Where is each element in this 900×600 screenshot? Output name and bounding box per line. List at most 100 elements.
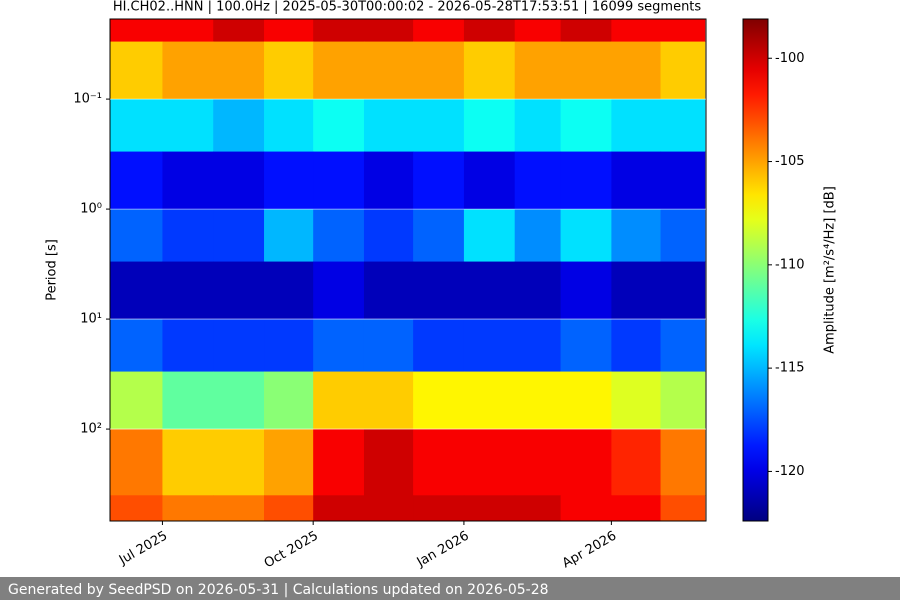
cell xyxy=(162,209,214,263)
y-tick-label: 10¹ xyxy=(80,312,102,327)
y-tick-label: 10⁻¹ xyxy=(73,92,102,107)
cell xyxy=(109,209,163,263)
cell xyxy=(162,371,214,430)
cell xyxy=(213,261,265,320)
cell xyxy=(660,41,706,100)
footer: Generated by SeedPSD on 2026-05-31 | Cal… xyxy=(8,582,549,598)
y-tick-label: 10² xyxy=(80,422,102,437)
cell xyxy=(109,41,163,100)
cell xyxy=(463,495,516,522)
cell xyxy=(560,41,612,100)
cell xyxy=(313,319,365,373)
cell xyxy=(109,319,163,373)
cell xyxy=(413,41,465,100)
colorbar-tick-label: -120 xyxy=(775,464,805,479)
cell xyxy=(313,19,365,43)
cell xyxy=(514,151,562,210)
cell xyxy=(264,19,314,43)
cell xyxy=(413,209,465,263)
cell xyxy=(611,209,662,263)
cell xyxy=(463,429,516,496)
cell xyxy=(109,371,163,430)
cell xyxy=(213,19,265,43)
cell xyxy=(363,19,414,43)
cell xyxy=(611,371,662,430)
cell xyxy=(514,429,562,496)
cell xyxy=(213,41,265,100)
cell xyxy=(213,209,265,263)
cell xyxy=(363,99,414,153)
cell xyxy=(463,41,516,100)
cell xyxy=(162,495,214,522)
cell xyxy=(213,99,265,153)
cell xyxy=(660,151,706,210)
cell xyxy=(109,261,163,320)
cell xyxy=(213,151,265,210)
cell xyxy=(109,19,163,43)
cell xyxy=(660,371,706,430)
cell xyxy=(463,371,516,430)
cell xyxy=(514,209,562,263)
cell xyxy=(660,19,706,43)
x-tick-label: Jan 2026 xyxy=(414,529,472,571)
cell xyxy=(313,371,365,430)
colorbar-tick-label: -105 xyxy=(775,154,805,169)
cell xyxy=(514,19,562,43)
cell xyxy=(560,429,612,496)
cell xyxy=(413,19,465,43)
cell xyxy=(660,261,706,320)
x-tick-label: Oct 2025 xyxy=(262,529,321,572)
cell xyxy=(264,209,314,263)
cell xyxy=(413,429,465,496)
cell xyxy=(162,261,214,320)
cell xyxy=(463,151,516,210)
cell xyxy=(213,319,265,373)
cell xyxy=(264,99,314,153)
cell xyxy=(363,319,414,373)
cell xyxy=(313,495,365,522)
cell xyxy=(463,319,516,373)
cell xyxy=(514,261,562,320)
cell xyxy=(264,429,314,496)
cell xyxy=(514,495,562,522)
cell xyxy=(363,41,414,100)
cell xyxy=(363,495,414,522)
cell xyxy=(560,495,612,522)
cell xyxy=(213,371,265,430)
cell xyxy=(264,41,314,100)
cell xyxy=(363,209,414,263)
y-tick-label: 10⁰ xyxy=(80,202,102,217)
cell xyxy=(611,41,662,100)
cell xyxy=(463,19,516,43)
cell xyxy=(514,41,562,100)
cell xyxy=(560,209,612,263)
cell xyxy=(264,495,314,522)
cell xyxy=(313,209,365,263)
cell xyxy=(413,151,465,210)
cell xyxy=(213,429,265,496)
cell xyxy=(514,319,562,373)
cell xyxy=(162,99,214,153)
x-tick-label: Apr 2026 xyxy=(560,529,619,572)
cell xyxy=(162,41,214,100)
cell xyxy=(109,99,163,153)
cell xyxy=(611,261,662,320)
cell xyxy=(363,261,414,320)
cell xyxy=(611,495,662,522)
cell xyxy=(660,209,706,263)
cell xyxy=(611,99,662,153)
cell xyxy=(463,261,516,320)
colorbar-tick-label: -115 xyxy=(775,361,805,376)
cell xyxy=(463,99,516,153)
cell xyxy=(660,495,706,522)
cell xyxy=(560,151,612,210)
colorbar xyxy=(742,18,769,522)
cell xyxy=(560,99,612,153)
cell xyxy=(162,19,214,43)
cell xyxy=(162,151,214,210)
cell xyxy=(264,371,314,430)
cell xyxy=(313,151,365,210)
cell xyxy=(109,495,163,522)
cell xyxy=(413,371,465,430)
